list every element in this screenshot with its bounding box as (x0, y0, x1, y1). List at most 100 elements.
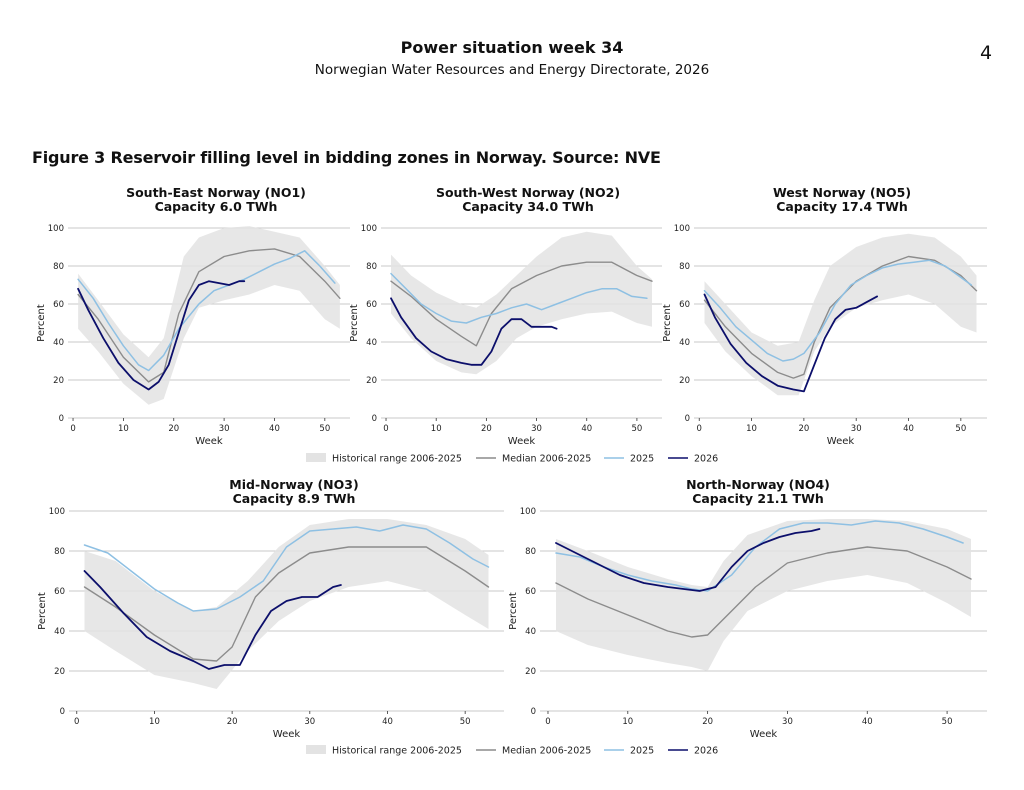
page-subtitle: Norwegian Water Resources and Energy Dir… (314, 62, 710, 78)
series-line-y2026 (390, 297, 558, 366)
y-axis-label: Percent (36, 304, 47, 342)
x-tick-label: 20 (702, 717, 713, 727)
historical-range-band (556, 519, 971, 671)
legend-2: Historical range 2006-2025 Median 2006-20… (306, 745, 718, 757)
y-tick-label: 40 (53, 338, 64, 348)
x-tick-label: 50 (955, 424, 966, 434)
legend-label-range: Historical range 2006-2025 (332, 454, 462, 465)
x-tick-label: 30 (851, 424, 862, 434)
panel-capacity: Capacity 8.9 TWh (233, 491, 356, 506)
panel-capacity: Capacity 34.0 TWh (462, 199, 594, 214)
x-tick-label: 20 (481, 424, 492, 434)
panel-title: South-East Norway (NO1) (126, 185, 306, 200)
y-tick-label: 20 (525, 667, 536, 677)
x-axis-label: Week (750, 729, 778, 740)
panel-3: West Norway (NO5)Capacity 17.4 TWh 0 20 40 6… (662, 185, 987, 447)
series-line-median (703, 255, 978, 379)
y-tick-label: 40 (54, 627, 65, 637)
page-number: 4 (980, 42, 993, 64)
series-line-y2026 (77, 280, 246, 391)
panel-5: North-Norway (NO4)Capacity 21.1 TWh 0 20 40… (508, 477, 987, 740)
x-tick-label: 30 (304, 717, 315, 727)
legend-swatch-range (306, 453, 326, 462)
x-tick-label: 20 (168, 424, 179, 434)
y-tick-label: 20 (54, 667, 65, 677)
series-line-y2026 (555, 528, 821, 592)
historical-range-band (78, 226, 340, 405)
y-tick-label: 0 (372, 414, 377, 424)
series-line-y2025 (83, 524, 490, 612)
x-tick-label: 40 (382, 717, 393, 727)
series-line-median (77, 248, 341, 383)
series-line-median (390, 261, 653, 347)
panel-4: Mid-Norway (NO3)Capacity 8.9 TWh 0 20 40 60 8… (37, 477, 504, 740)
y-tick-label: 100 (520, 507, 536, 517)
x-tick-label: 20 (798, 424, 809, 434)
y-tick-label: 80 (525, 547, 536, 557)
x-tick-label: 0 (383, 424, 388, 434)
x-tick-label: 0 (545, 717, 550, 727)
y-axis-label: Percent (349, 304, 360, 342)
panel-2: South-West Norway (NO2)Capacity 34.0 TWh… (349, 185, 662, 447)
x-tick-label: 50 (942, 717, 953, 727)
historical-range-band (84, 519, 489, 689)
series-line-y2025 (390, 272, 648, 324)
panel-capacity: Capacity 17.4 TWh (776, 199, 908, 214)
y-tick-label: 40 (525, 627, 536, 637)
x-tick-label: 40 (903, 424, 914, 434)
historical-range-band (391, 231, 652, 375)
y-tick-label: 60 (679, 300, 690, 310)
x-tick-label: 40 (269, 424, 280, 434)
x-tick-label: 50 (631, 424, 642, 434)
x-axis-label: Week (508, 436, 536, 447)
x-tick-label: 50 (319, 424, 330, 434)
y-axis-label: Percent (662, 304, 673, 342)
x-tick-label: 50 (460, 717, 471, 727)
x-tick-label: 10 (149, 717, 160, 727)
y-tick-label: 0 (59, 414, 64, 424)
x-tick-label: 20 (227, 717, 238, 727)
y-tick-label: 40 (366, 338, 377, 348)
series-line-median (83, 546, 490, 662)
panel-title: Mid-Norway (NO3) (229, 477, 358, 492)
x-tick-label: 40 (862, 717, 873, 727)
y-tick-label: 80 (366, 262, 377, 272)
x-tick-label: 0 (74, 717, 79, 727)
legend-1: Historical range 2006-2025 Median 2006-20… (306, 453, 718, 465)
y-tick-label: 0 (685, 414, 690, 424)
series-line-median (555, 546, 972, 638)
figure-caption: Figure 3 Reservoir filling level in bidd… (32, 148, 661, 167)
series-line-y2026 (703, 293, 878, 393)
panel-capacity: Capacity 6.0 TWh (155, 199, 278, 214)
y-tick-label: 20 (53, 376, 64, 386)
panel-title: South-West Norway (NO2) (436, 185, 620, 200)
series-line-y2025 (703, 259, 973, 362)
y-axis-label: Percent (508, 592, 519, 630)
panel-title: West Norway (NO5) (773, 185, 911, 200)
x-tick-label: 30 (219, 424, 230, 434)
panel-1: South-East Norway (NO1)Capacity 6.0 TWh 0… (36, 185, 350, 447)
y-tick-label: 100 (674, 224, 690, 234)
legend-swatch-range (306, 745, 326, 754)
x-tick-label: 0 (697, 424, 702, 434)
page-title: Power situation week 34 (400, 38, 624, 57)
legend-label-y2026: 2026 (694, 454, 718, 465)
x-tick-label: 40 (581, 424, 592, 434)
panel-title: North-Norway (NO4) (686, 477, 830, 492)
y-tick-label: 80 (679, 262, 690, 272)
y-tick-label: 0 (531, 707, 536, 717)
legend-label-y2026: 2026 (694, 746, 718, 757)
x-axis-label: Week (273, 729, 301, 740)
legend-label-range: Historical range 2006-2025 (332, 746, 462, 757)
legend-label-median: Median 2006-2025 (502, 454, 591, 465)
y-tick-label: 60 (366, 300, 377, 310)
x-tick-label: 30 (531, 424, 542, 434)
y-tick-label: 80 (53, 262, 64, 272)
y-tick-label: 0 (60, 707, 65, 717)
y-tick-label: 20 (366, 376, 377, 386)
y-axis-label: Percent (37, 592, 48, 630)
x-tick-label: 30 (782, 717, 793, 727)
y-tick-label: 100 (361, 224, 377, 234)
y-tick-label: 60 (525, 587, 536, 597)
